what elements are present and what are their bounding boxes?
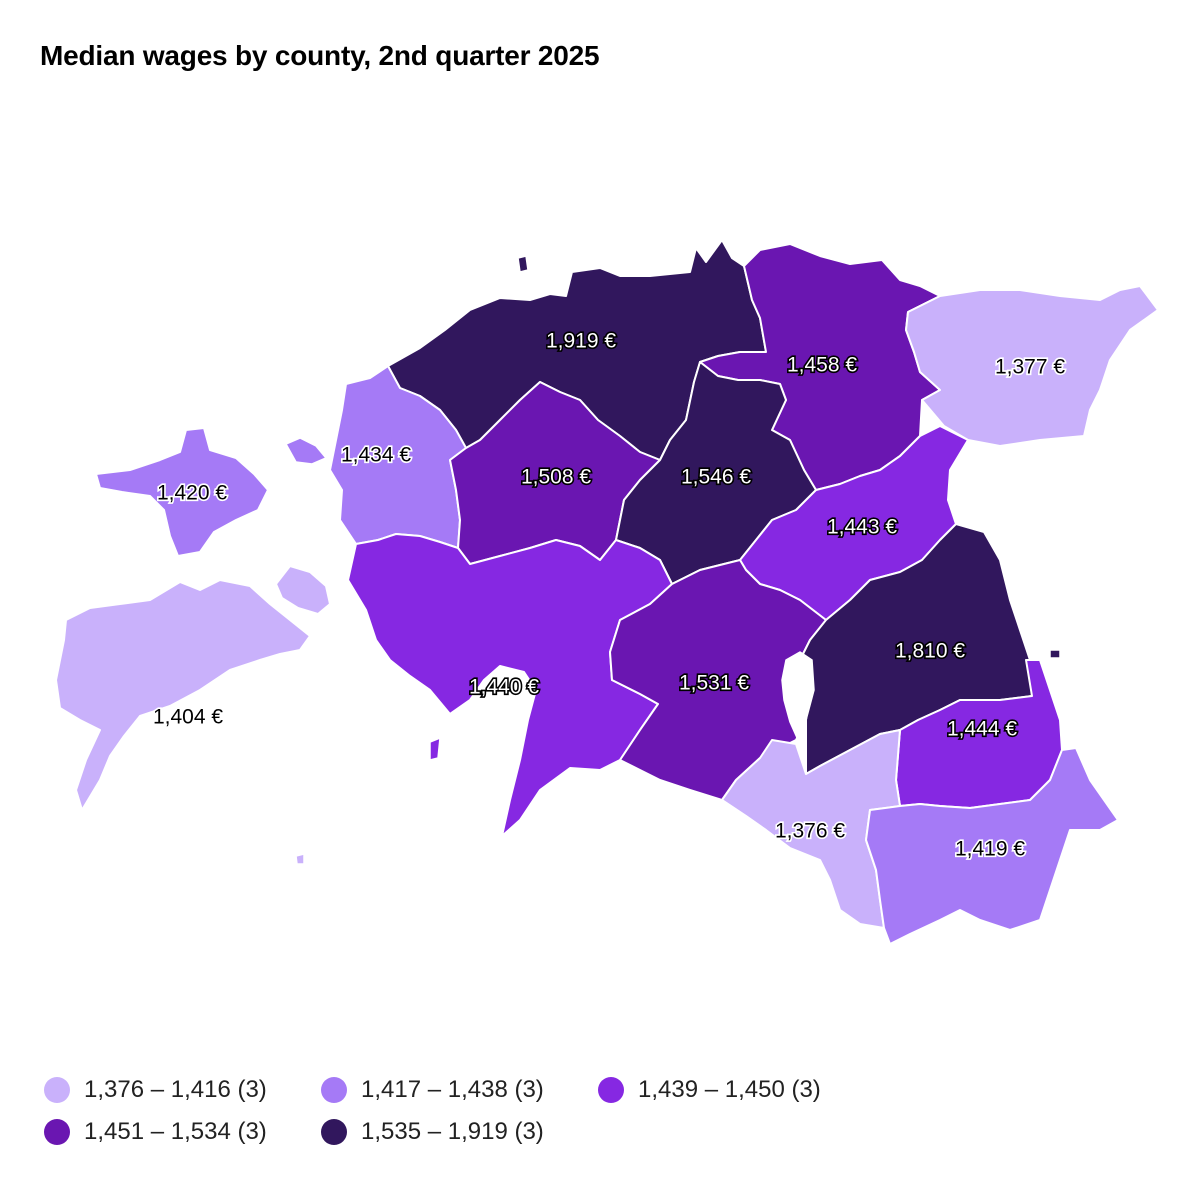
value-label-polva: 1,444 € [947, 718, 1017, 741]
legend-item-class-2[interactable]: 1,417 – 1,438 (3) [321, 1070, 544, 1110]
county-hiiu[interactable] [95, 427, 269, 557]
legend-swatch-class-2 [321, 1077, 347, 1103]
value-label-tartu: 1,810 € [895, 640, 965, 663]
county-voru[interactable] [865, 747, 1119, 945]
lake-vortsjarv [781, 651, 815, 741]
legend-item-class-5[interactable]: 1,535 – 1,919 (3) [321, 1112, 544, 1152]
county-saare[interactable] [55, 579, 311, 811]
island-kihnu[interactable] [429, 737, 441, 761]
value-label-laane: 1,434 € [341, 444, 411, 467]
county-saare-muhu[interactable] [275, 565, 331, 615]
island-naissaar[interactable] [517, 255, 529, 273]
legend-label-class-1: 1,376 – 1,416 (3) [84, 1076, 267, 1103]
legend-label-class-5: 1,535 – 1,919 (3) [361, 1118, 544, 1145]
value-label-valga: 1,376 € [775, 820, 845, 843]
value-label-laane-viru: 1,458 € [787, 354, 857, 377]
value-label-hiiu: 1,420 € [157, 482, 227, 505]
value-label-ida-viru: 1,377 € [995, 356, 1065, 379]
legend-swatch-class-3 [598, 1077, 624, 1103]
legend-label-class-3: 1,439 – 1,450 (3) [638, 1076, 821, 1103]
legend-swatch-class-1 [44, 1077, 70, 1103]
value-label-jarva: 1,546 € [681, 466, 751, 489]
value-label-jogeva: 1,443 € [827, 516, 897, 539]
value-label-viljandi: 1,531 € [679, 672, 749, 695]
value-label-parnu: 1,440 € [469, 676, 539, 699]
value-label-voru: 1,419 € [955, 838, 1025, 861]
value-label-harju: 1,919 € [546, 330, 616, 353]
legend-item-class-1[interactable]: 1,376 – 1,416 (3) [44, 1070, 267, 1110]
value-label-saare: 1,404 € [153, 706, 223, 729]
legend-item-class-3[interactable]: 1,439 – 1,450 (3) [598, 1070, 821, 1110]
island-ruhnu[interactable] [295, 853, 305, 865]
map-title: Median wages by county, 2nd quarter 2025 [40, 40, 600, 71]
value-label-rapla: 1,508 € [521, 466, 591, 489]
legend-label-class-4: 1,451 – 1,534 (3) [84, 1118, 267, 1145]
island-vormsi[interactable] [285, 437, 327, 465]
county-ida-viru[interactable] [905, 285, 1159, 447]
legend-swatch-class-4 [44, 1119, 70, 1145]
legend-item-class-4[interactable]: 1,451 – 1,534 (3) [44, 1112, 267, 1152]
legend-label-class-2: 1,417 – 1,438 (3) [361, 1076, 544, 1103]
island-piirissaar[interactable] [1049, 649, 1061, 659]
legend-swatch-class-5 [321, 1119, 347, 1145]
